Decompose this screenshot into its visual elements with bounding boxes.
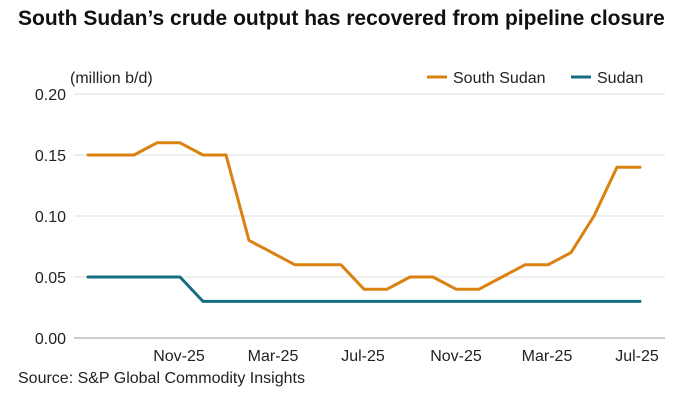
- x-tick-label: Jul-25: [341, 348, 385, 365]
- y-tick-label: 0.10: [35, 209, 66, 226]
- series-lines: [86, 141, 642, 303]
- legend: South Sudan Sudan: [427, 70, 643, 87]
- x-tick-label: Nov-25: [430, 348, 482, 365]
- y-tick-label: 0.00: [35, 331, 66, 348]
- legend-label-south-sudan: South Sudan: [453, 70, 546, 87]
- y-tick-label: 0.15: [35, 148, 66, 165]
- series-line-south-sudan: [86, 141, 642, 291]
- source-note: Source: S&P Global Commodity Insights: [18, 370, 305, 387]
- x-tick-label: Mar-25: [522, 348, 573, 365]
- y-tick-label: 0.20: [35, 87, 66, 104]
- y-axis-unit-label: (million b/d): [70, 70, 153, 87]
- x-tick-label: Jul-25: [615, 348, 659, 365]
- x-tick-label: Nov-25: [153, 348, 205, 365]
- gridlines: [74, 93, 665, 339]
- y-tick-label: 0.05: [35, 270, 66, 287]
- x-tick-label: Mar-25: [248, 348, 299, 365]
- x-axis-ticks: Nov-25 Mar-25 Jul-25 Nov-25 Mar-25 Jul-25: [153, 348, 659, 365]
- y-axis-ticks: 0.00 0.05 0.10 0.15 0.20: [35, 87, 66, 348]
- legend-label-sudan: Sudan: [597, 70, 643, 87]
- series-line-sudan: [86, 275, 642, 303]
- chart-title: South Sudan’s crude output has recovered…: [18, 7, 665, 30]
